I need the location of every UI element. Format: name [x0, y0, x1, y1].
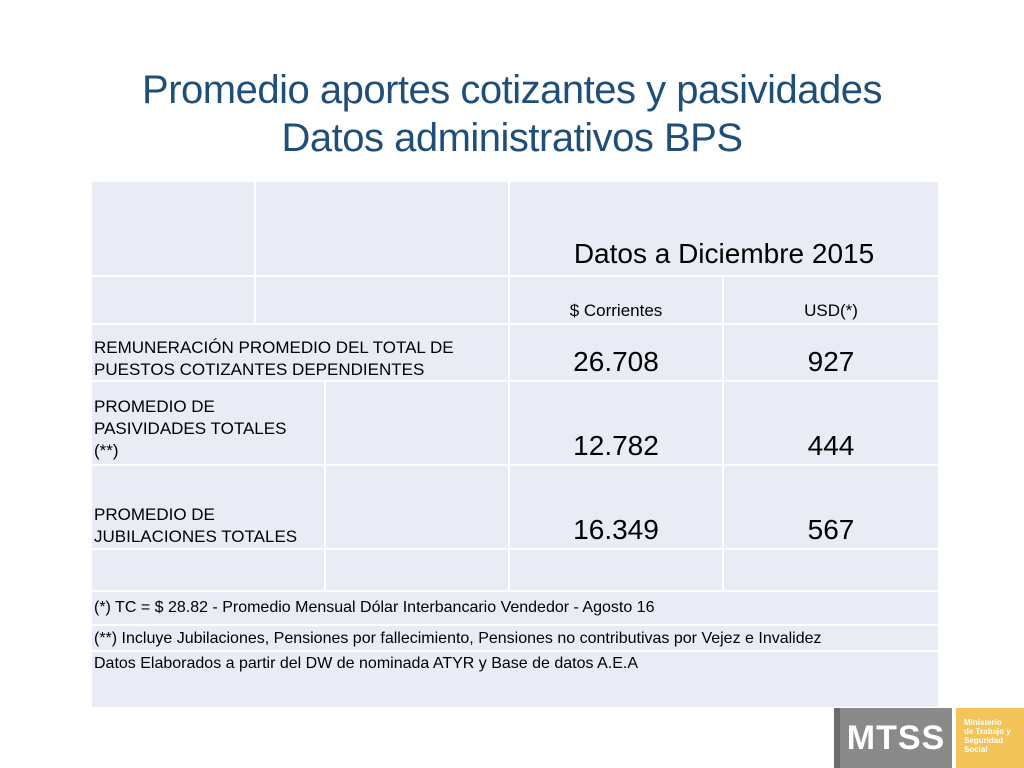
value-text: 567 — [807, 514, 855, 545]
column-header-corrientes: $ Corrientes — [510, 277, 724, 325]
row-label-text: REMUNERACIÓN PROMEDIO DEL TOTAL DE PUEST… — [94, 338, 454, 379]
empty-cell — [92, 550, 326, 592]
value-corrientes: 26.708 — [510, 325, 724, 382]
slide-title: Promedio aportes cotizantes y pasividade… — [0, 66, 1024, 162]
value-corrientes: 12.782 — [510, 382, 724, 466]
table-header-date: Datos a Diciembre 2015 — [510, 182, 940, 277]
value-usd: 927 — [724, 325, 940, 382]
empty-cell — [326, 466, 510, 550]
value-text: 12.782 — [573, 430, 659, 461]
title-line-2: Datos administrativos BPS — [281, 116, 743, 160]
logo-line: Social — [964, 745, 988, 754]
empty-cell — [92, 182, 256, 277]
note-text: (*) TC = $ 28.82 - Promedio Mensual Dóla… — [94, 599, 655, 616]
logo-line: Seguridad — [964, 736, 1004, 745]
column-header-corrientes-text: $ Corrientes — [569, 301, 663, 320]
logo-abbreviation: MTSS — [834, 708, 952, 768]
empty-cell — [510, 550, 724, 592]
value-text: 444 — [807, 430, 855, 461]
column-header-usd: USD(*) — [724, 277, 940, 325]
value-usd: 567 — [724, 466, 940, 550]
empty-cell — [256, 277, 510, 325]
empty-cell — [326, 382, 510, 466]
row-label-text: PROMEDIO DE JUBILACIONES TOTALES — [94, 505, 298, 546]
logo-line: de Trabajo y — [964, 727, 1011, 736]
data-table: Datos a Diciembre 2015 $ Corrientes USD(… — [92, 182, 940, 707]
mtss-logo: MTSS Ministerio de Trabajo y Seguridad S… — [834, 708, 1024, 768]
column-header-usd-text: USD(*) — [804, 301, 858, 320]
row-label-remuneracion: REMUNERACIÓN PROMEDIO DEL TOTAL DE PUEST… — [92, 325, 510, 382]
empty-cell — [724, 550, 940, 592]
value-text: 16.349 — [573, 514, 659, 545]
empty-cell — [256, 182, 510, 277]
empty-cell — [92, 277, 256, 325]
note-pasividades: (**) Incluye Jubilaciones, Pensiones por… — [92, 626, 940, 652]
row-label-text: PROMEDIO DE PASIVIDADES TOTALES (**) — [94, 397, 287, 460]
header-text: Datos a Diciembre 2015 — [573, 238, 875, 269]
logo-line: Ministerio — [964, 718, 1002, 727]
value-text: 26.708 — [573, 346, 659, 377]
logo-org-name: Ministerio de Trabajo y Seguridad Social — [956, 708, 1024, 768]
title-line-1: Promedio aportes cotizantes y pasividade… — [142, 68, 882, 112]
note-text: (**) Incluye Jubilaciones, Pensiones por… — [94, 630, 822, 647]
row-label-pasividades: PROMEDIO DE PASIVIDADES TOTALES (**) — [92, 382, 326, 466]
value-text: 927 — [807, 346, 855, 377]
note-exchange-rate: (*) TC = $ 28.82 - Promedio Mensual Dóla… — [92, 592, 940, 626]
value-usd: 444 — [724, 382, 940, 466]
note-source: Datos Elaborados a partir del DW de nomi… — [92, 652, 940, 707]
empty-cell — [326, 550, 510, 592]
value-corrientes: 16.349 — [510, 466, 724, 550]
row-label-jubilaciones: PROMEDIO DE JUBILACIONES TOTALES — [92, 466, 326, 550]
note-text: Datos Elaborados a partir del DW de nomi… — [94, 655, 638, 672]
